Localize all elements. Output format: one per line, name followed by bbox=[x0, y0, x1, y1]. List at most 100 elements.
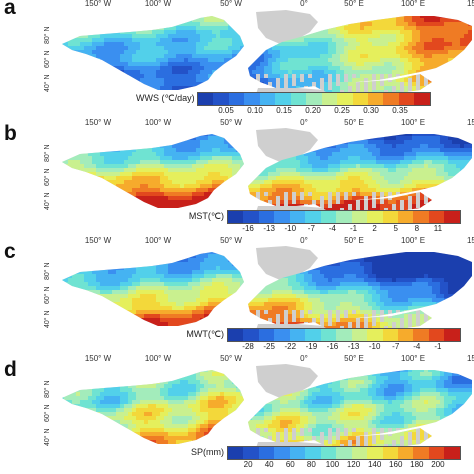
colorbar-swatch bbox=[413, 329, 429, 341]
colorbar-swatch bbox=[289, 447, 306, 459]
colorbar-tick-label: -28 bbox=[242, 342, 254, 351]
longitude-label: 50° W bbox=[220, 354, 242, 363]
panel-letter: b bbox=[4, 122, 17, 145]
latitude-label: 80° N bbox=[44, 262, 51, 280]
map-frame bbox=[60, 10, 474, 94]
latitude-label: 80° N bbox=[44, 380, 51, 398]
colorbar-tick-label: -25 bbox=[263, 342, 275, 351]
panel-b: b 150° W 100° W 50° W 0° 50° E 100° E 150° E 40°… bbox=[0, 118, 474, 236]
colorbar-swatch bbox=[367, 329, 383, 341]
colorbar-tick-label: 120 bbox=[346, 460, 361, 469]
longitude-label: 50° W bbox=[220, 118, 242, 127]
colorbar-swatch bbox=[320, 447, 337, 459]
land-greenland bbox=[256, 364, 318, 398]
colorbar bbox=[227, 210, 461, 224]
longitude-label: 150° W bbox=[84, 0, 112, 8]
longitude-label: 50° E bbox=[344, 0, 364, 8]
colorbar-swatch bbox=[382, 211, 398, 223]
colorbar bbox=[227, 328, 461, 342]
colorbar-legend: WWS (℃/day) 0.05 0.10 0.15 0.20 0.25 0.30 0.35 bbox=[136, 92, 431, 115]
panel-letter: d bbox=[4, 358, 17, 381]
colorbar-swatch bbox=[351, 329, 368, 341]
colorbar-swatch bbox=[228, 447, 244, 459]
longitude-label: 100° E bbox=[400, 236, 426, 245]
colorbar-swatch bbox=[320, 211, 337, 223]
longitude-label: 100° E bbox=[400, 0, 426, 8]
colorbar-swatch bbox=[428, 447, 445, 459]
longitude-label: 100° W bbox=[144, 0, 172, 8]
colorbar-title: WWS (℃/day) bbox=[136, 93, 195, 103]
colorbar-swatch bbox=[351, 447, 368, 459]
colorbar-swatch bbox=[398, 93, 415, 105]
colorbar-swatch bbox=[414, 93, 430, 105]
latitude-label: 40° N bbox=[44, 192, 51, 210]
colorbar-legend: SP(mm) 20 40 60 80 100 120 140 160 180 200 bbox=[166, 446, 461, 469]
colorbar bbox=[197, 92, 431, 106]
longitude-label: 50° E bbox=[344, 118, 364, 127]
colorbar-tick-label: -22 bbox=[284, 342, 297, 351]
colorbar-tick-label: -13 bbox=[347, 342, 360, 351]
colorbar-swatch bbox=[289, 211, 306, 223]
colorbar-swatch bbox=[258, 211, 275, 223]
colorbar-tick-label: -19 bbox=[305, 342, 318, 351]
longitude-label: 150° E bbox=[466, 0, 474, 8]
colorbar-legend: MST(℃) -16 -13 -10 -7 -4 -1 2 5 8 11 bbox=[166, 210, 461, 233]
colorbar-swatch bbox=[336, 329, 352, 341]
colorbar-tick-label: -16 bbox=[242, 224, 254, 233]
latitude-label: 40° N bbox=[44, 74, 51, 92]
colorbar-swatch bbox=[243, 329, 259, 341]
colorbar-tick-label: -16 bbox=[326, 342, 339, 351]
longitude-label: 50° E bbox=[344, 236, 364, 245]
colorbar-tick-label: 0.15 bbox=[276, 106, 292, 115]
colorbar-swatch bbox=[274, 211, 290, 223]
panel-letter: c bbox=[4, 240, 16, 263]
colorbar-swatch bbox=[289, 329, 306, 341]
colorbar-swatch bbox=[428, 211, 445, 223]
longitude-label: 150° E bbox=[466, 236, 474, 245]
colorbar-tick-label: 100 bbox=[325, 460, 340, 469]
colorbar-tick-label: 60 bbox=[285, 460, 295, 469]
longitude-label: 0° bbox=[300, 236, 308, 245]
colorbar-tick-label: 0.25 bbox=[334, 106, 350, 115]
latitude-label: 80° N bbox=[44, 144, 51, 162]
colorbar-tick-label: 200 bbox=[431, 460, 445, 469]
colorbar-tick-label: 160 bbox=[389, 460, 403, 469]
colorbar-swatch bbox=[383, 93, 399, 105]
colorbar-title: SP(mm) bbox=[191, 447, 224, 457]
colorbar-swatch bbox=[336, 447, 352, 459]
colorbar-tick-label: 80 bbox=[306, 460, 316, 469]
map-frame bbox=[60, 364, 474, 448]
colorbar-swatch bbox=[228, 329, 244, 341]
colorbar-swatch bbox=[198, 93, 214, 105]
latitude-label: 60° N bbox=[44, 50, 51, 68]
colorbar-swatch bbox=[228, 211, 244, 223]
longitude-label: 150° E bbox=[466, 354, 474, 363]
colorbar-tick-label: 0.30 bbox=[363, 106, 379, 115]
longitude-label: 100° E bbox=[400, 118, 426, 127]
latitude-label: 60° N bbox=[44, 286, 51, 304]
colorbar-tick-label: -10 bbox=[284, 224, 297, 233]
colorbar-swatch bbox=[213, 93, 229, 105]
colorbar-swatch bbox=[305, 447, 321, 459]
map-mst bbox=[62, 128, 472, 212]
colorbar-swatch bbox=[444, 211, 460, 223]
map-mwt bbox=[62, 246, 472, 330]
panel-a: a 150° W 100° W 50° W 0° 50° E 100° E 150° E 40°… bbox=[0, 0, 474, 118]
colorbar-swatch bbox=[290, 93, 307, 105]
longitude-label: 50° W bbox=[220, 236, 242, 245]
colorbar-swatch bbox=[305, 211, 321, 223]
colorbar-tick-label: 20 bbox=[243, 460, 253, 469]
latitude-label: 40° N bbox=[44, 310, 51, 328]
colorbar-swatch bbox=[258, 329, 275, 341]
panel-d: d 150° W 100° W 50° W 0° 50° E 100° E 150° E 40°… bbox=[0, 354, 474, 472]
map-wws bbox=[62, 10, 472, 94]
colorbar-tick-label: -1 bbox=[349, 224, 358, 233]
map-sp bbox=[62, 364, 472, 448]
colorbar-swatch bbox=[228, 93, 245, 105]
longitude-label: 100° W bbox=[144, 236, 172, 245]
map-frame bbox=[60, 128, 474, 212]
colorbar-swatch bbox=[444, 447, 460, 459]
colorbar-tick-label: -1 bbox=[434, 342, 442, 351]
colorbar bbox=[227, 446, 461, 460]
map-frame bbox=[60, 246, 474, 330]
